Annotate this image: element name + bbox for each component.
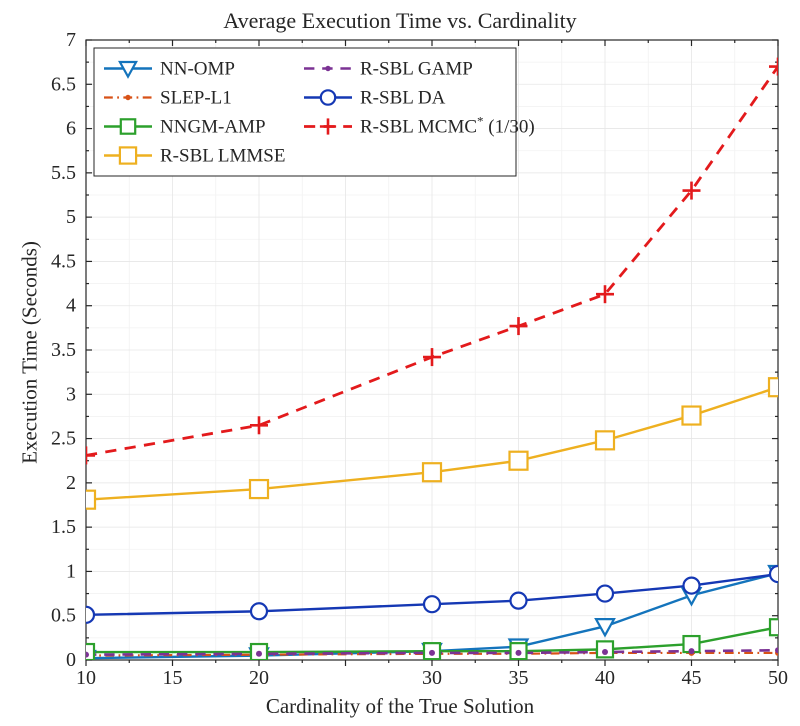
y-tick-label: 2.5 (51, 428, 76, 450)
y-tick-label: 5.5 (51, 162, 76, 184)
chart-title: Average Execution Time vs. Cardinality (0, 8, 800, 34)
y-tick-label: 4.5 (51, 250, 76, 272)
y-tick-label: 4 (66, 295, 76, 317)
legend-label: R-SBL LMMSE (160, 146, 285, 167)
legend-label: NN-OMP (160, 59, 235, 80)
y-tick-label: 6 (66, 118, 76, 140)
x-tick-label: 45 (682, 667, 702, 689)
legend-label: R-SBL DA (360, 88, 446, 109)
x-tick-label: 15 (163, 667, 183, 689)
y-tick-label: 0 (66, 649, 76, 671)
y-tick-label: 1 (66, 560, 76, 582)
x-tick-label: 40 (595, 667, 615, 689)
y-tick-label: 5 (66, 206, 76, 228)
x-tick-label: 20 (249, 667, 269, 689)
legend-label: R-SBL MCMC* (1/30) (360, 113, 535, 138)
legend-label: NNGM-AMP (160, 117, 266, 138)
y-tick-label: 1.5 (51, 516, 76, 538)
y-tick-label: 0.5 (51, 605, 76, 627)
y-tick-label: 3.5 (51, 339, 76, 361)
x-tick-label: 30 (422, 667, 442, 689)
legend-label: SLEP-L1 (160, 88, 232, 109)
chart-svg: 10 15 20 30 35 40 45 50 0 0.5 1 1.5 2 2.5 3 3.5 4 4.5 5 5.5… (0, 0, 800, 726)
chart-container: Average Execution Time vs. Cardinality E… (0, 0, 800, 726)
x-tick-label: 50 (768, 667, 788, 689)
y-tick-label: 3 (66, 383, 76, 405)
x-tick-label: 10 (76, 667, 96, 689)
legend-label: R-SBL GAMP (360, 59, 473, 80)
x-tick-label: 35 (509, 667, 529, 689)
y-axis-label: Execution Time (Seconds) (18, 203, 43, 503)
y-tick-label: 2 (66, 472, 76, 494)
x-axis-label: Cardinality of the True Solution (0, 694, 800, 719)
y-tick-label: 6.5 (51, 73, 76, 95)
